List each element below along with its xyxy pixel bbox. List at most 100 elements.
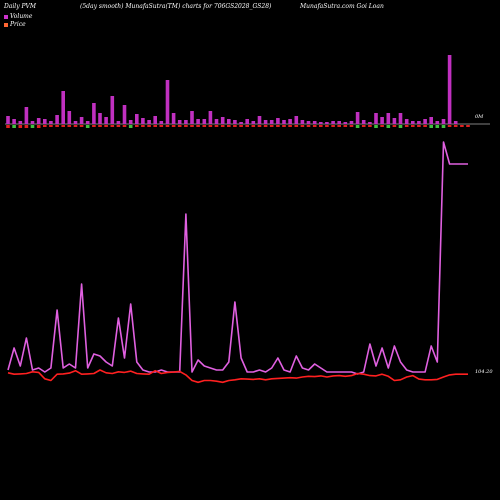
volume-bar-down (159, 125, 164, 127)
volume-bar-down (257, 125, 262, 127)
volume-bar-down (214, 125, 219, 127)
volume-bar-down (190, 125, 194, 127)
volume-bar-up (85, 121, 90, 124)
legend-label-volume: Volume (10, 13, 33, 20)
volume-bar-up (429, 117, 433, 124)
volume-bar-down (128, 125, 133, 128)
volume-bar-down (282, 125, 286, 127)
volume-bar-down (67, 125, 72, 127)
volume-bar-down (398, 125, 403, 128)
volume-bar-down (165, 125, 170, 127)
volume-bar-up (435, 121, 440, 124)
volume-bar-down (269, 125, 274, 127)
volume-bar-up (122, 105, 127, 124)
volume-bar-up (30, 121, 35, 124)
volume-bar-up (67, 111, 72, 124)
volume-bar-up (269, 120, 274, 124)
volume-bar-down (294, 125, 299, 127)
volume-bar-up (190, 111, 194, 124)
volume-bar-up (177, 120, 182, 124)
volume-bar-down (196, 125, 200, 127)
volume-bar-up (220, 117, 225, 124)
volume-bar-down (239, 125, 243, 127)
volume-bar-down (18, 125, 23, 128)
volume-bar-up (263, 120, 268, 124)
volume-bar-up (55, 115, 59, 124)
volume-bar-down (208, 125, 213, 127)
legend-item-price: Price (4, 21, 26, 28)
volume-bar-down (116, 125, 121, 127)
volume-bar-down (227, 125, 231, 127)
last-price-label: 104.20 (475, 369, 493, 375)
volume-bar-down (92, 125, 96, 127)
volume-bar-down (447, 125, 452, 127)
volume-bar-down (135, 125, 139, 127)
legend-swatch-volume (4, 14, 8, 19)
volume-bar-down (429, 125, 433, 128)
volume-bar-down (343, 125, 348, 127)
volume-bar-down (12, 125, 16, 128)
volume-bar-down (153, 125, 157, 127)
volume-bar-down (276, 125, 280, 127)
volume-bar-down (417, 125, 421, 127)
volume-bar-up (141, 118, 145, 124)
volume-bar-down (43, 125, 47, 127)
volume-bar-down (61, 125, 65, 127)
legend-swatch-price (4, 22, 8, 27)
volume-bar-down (466, 125, 470, 127)
volume-bar-down (30, 125, 35, 128)
volume-bar-up (441, 119, 446, 124)
volume-bar-up (79, 117, 84, 124)
volume-bar-down (220, 125, 225, 127)
volume-bar-up (288, 119, 292, 124)
volume-bar-up (319, 122, 323, 124)
volume-bar-up (184, 120, 188, 124)
volume-bar-up (214, 119, 219, 124)
volume-bar-up (453, 121, 458, 124)
volume-bar-up (36, 118, 41, 124)
volume-bar-down (122, 125, 127, 127)
volume-bar-down (411, 125, 415, 127)
volume-bar-down (368, 125, 372, 127)
volume-bar-down (361, 125, 366, 127)
volume-bars (6, 55, 470, 128)
chart-title-left: Daily PVM (4, 3, 37, 10)
volume-bar-up (233, 120, 237, 124)
volume-bar-down (349, 125, 354, 127)
volume-bar-up (404, 119, 409, 124)
volume-bar-up (104, 117, 108, 124)
volume-bar-up (6, 116, 10, 124)
legend-item-volume: Volume (4, 13, 32, 20)
volume-bar-up (282, 120, 286, 124)
volume-bar-down (380, 125, 384, 127)
volume-bar-down (85, 125, 90, 128)
volume-bar-up (349, 121, 354, 124)
volume-bar-up (423, 119, 427, 124)
volume-bar-down (202, 125, 207, 127)
volume-bar-up (276, 118, 280, 124)
volume-bar-down (453, 125, 458, 127)
volume-bar-up (343, 122, 348, 124)
volume-bar-down (435, 125, 440, 128)
volume-bar-down (460, 125, 464, 127)
volume-bar-down (233, 125, 237, 127)
volume-bar-down (325, 125, 329, 127)
volume-bar-down (423, 125, 427, 127)
volume-bar-up (300, 120, 305, 124)
volume-bar-down (392, 125, 397, 127)
volume-bar-up (306, 121, 311, 124)
volume-bar-down (288, 125, 292, 127)
volume-line (7, 141, 468, 375)
volume-bar-down (300, 125, 305, 127)
volume-bar-up (73, 121, 78, 124)
volume-bar-down (49, 125, 53, 127)
volume-bar-up (374, 113, 378, 124)
volume-bar-up (202, 119, 207, 124)
volume-bar-up (227, 119, 231, 124)
volume-bar-down (6, 125, 10, 128)
volume-bar-up (98, 113, 102, 124)
volume-bar-up (251, 121, 256, 124)
volume-bar-up (245, 119, 249, 124)
volume-bar-up (116, 121, 121, 124)
volume-bar-up (331, 121, 335, 124)
